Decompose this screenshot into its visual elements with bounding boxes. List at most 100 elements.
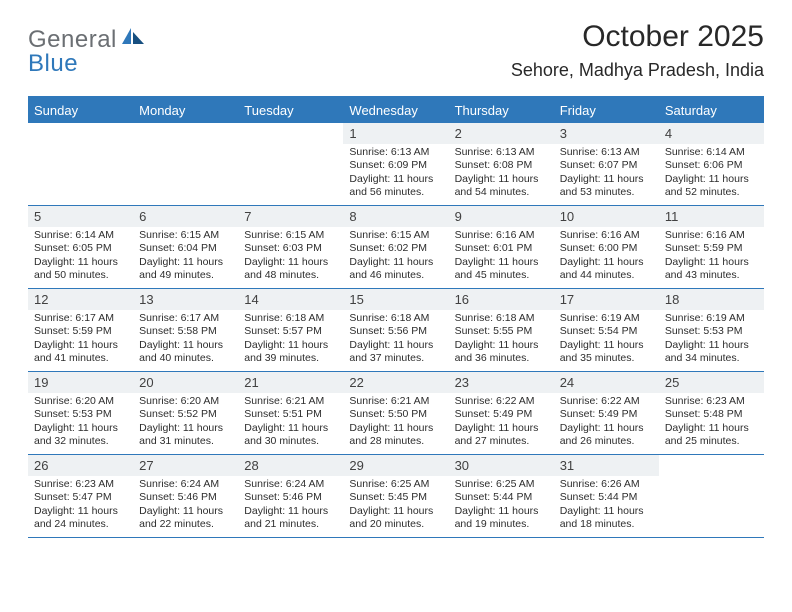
calendar-cell: 3Sunrise: 6:13 AMSunset: 6:07 PMDaylight…	[554, 123, 659, 205]
day-number: 18	[659, 289, 764, 310]
day-details: Sunrise: 6:22 AMSunset: 5:49 PMDaylight:…	[449, 393, 554, 449]
daylight-line: Daylight: 11 hours and 21 minutes.	[244, 505, 337, 532]
day-details: Sunrise: 6:13 AMSunset: 6:07 PMDaylight:…	[554, 144, 659, 200]
header-bar: General October 2025 Sehore, Madhya Prad…	[28, 20, 764, 92]
location-subtitle: Sehore, Madhya Pradesh, India	[511, 60, 764, 81]
day-details: Sunrise: 6:15 AMSunset: 6:03 PMDaylight:…	[238, 227, 343, 283]
daylight-line: Daylight: 11 hours and 56 minutes.	[349, 173, 442, 200]
month-title: October 2025	[511, 20, 764, 54]
daylight-line: Daylight: 11 hours and 24 minutes.	[34, 505, 127, 532]
sunset-line: Sunset: 5:49 PM	[455, 408, 548, 421]
week-row: 19Sunrise: 6:20 AMSunset: 5:53 PMDayligh…	[28, 372, 764, 455]
sunset-line: Sunset: 6:08 PM	[455, 159, 548, 172]
daylight-line: Daylight: 11 hours and 31 minutes.	[139, 422, 232, 449]
calendar-cell: 4Sunrise: 6:14 AMSunset: 6:06 PMDaylight…	[659, 123, 764, 205]
day-number: 10	[554, 206, 659, 227]
daylight-line: Daylight: 11 hours and 22 minutes.	[139, 505, 232, 532]
daylight-line: Daylight: 11 hours and 20 minutes.	[349, 505, 442, 532]
calendar-cell: 12Sunrise: 6:17 AMSunset: 5:59 PMDayligh…	[28, 289, 133, 371]
daylight-line: Daylight: 11 hours and 18 minutes.	[560, 505, 653, 532]
day-number: 17	[554, 289, 659, 310]
calendar-cell: 31Sunrise: 6:26 AMSunset: 5:44 PMDayligh…	[554, 455, 659, 537]
sunset-line: Sunset: 5:56 PM	[349, 325, 442, 338]
sunset-line: Sunset: 5:51 PM	[244, 408, 337, 421]
calendar-cell: 6Sunrise: 6:15 AMSunset: 6:04 PMDaylight…	[133, 206, 238, 288]
day-number	[28, 123, 133, 145]
sunset-line: Sunset: 5:55 PM	[455, 325, 548, 338]
daylight-line: Daylight: 11 hours and 49 minutes.	[139, 256, 232, 283]
daylight-line: Daylight: 11 hours and 44 minutes.	[560, 256, 653, 283]
sunrise-line: Sunrise: 6:20 AM	[34, 395, 127, 408]
day-details: Sunrise: 6:18 AMSunset: 5:55 PMDaylight:…	[449, 310, 554, 366]
sunset-line: Sunset: 6:02 PM	[349, 242, 442, 255]
day-number: 19	[28, 372, 133, 393]
day-details: Sunrise: 6:24 AMSunset: 5:46 PMDaylight:…	[238, 476, 343, 532]
daylight-line: Daylight: 11 hours and 54 minutes.	[455, 173, 548, 200]
day-details: Sunrise: 6:16 AMSunset: 6:00 PMDaylight:…	[554, 227, 659, 283]
sunset-line: Sunset: 5:57 PM	[244, 325, 337, 338]
calendar-cell: 30Sunrise: 6:25 AMSunset: 5:44 PMDayligh…	[449, 455, 554, 537]
calendar-cell: 25Sunrise: 6:23 AMSunset: 5:48 PMDayligh…	[659, 372, 764, 454]
sunrise-line: Sunrise: 6:18 AM	[349, 312, 442, 325]
calendar-grid: SundayMondayTuesdayWednesdayThursdayFrid…	[28, 96, 764, 538]
brand-sails-icon	[120, 24, 146, 53]
day-number: 30	[449, 455, 554, 476]
sunrise-line: Sunrise: 6:17 AM	[34, 312, 127, 325]
sunrise-line: Sunrise: 6:20 AM	[139, 395, 232, 408]
sunset-line: Sunset: 5:59 PM	[34, 325, 127, 338]
day-details: Sunrise: 6:15 AMSunset: 6:02 PMDaylight:…	[343, 227, 448, 283]
day-number: 8	[343, 206, 448, 227]
day-details: Sunrise: 6:23 AMSunset: 5:47 PMDaylight:…	[28, 476, 133, 532]
week-row: 5 Sunrise: 6:14 AMSunset: 6:05 PM Daylight…	[28, 206, 764, 289]
day-number: 13	[133, 289, 238, 310]
sunrise-line: Sunrise: 6:21 AM	[349, 395, 442, 408]
daylight-line: Daylight: 11 hours and 37 minutes.	[349, 339, 442, 366]
calendar-cell: 17Sunrise: 6:19 AMSunset: 5:54 PMDayligh…	[554, 289, 659, 371]
calendar-cell: 28Sunrise: 6:24 AMSunset: 5:46 PMDayligh…	[238, 455, 343, 537]
daylight-line: Daylight: 11 hours and 26 minutes.	[560, 422, 653, 449]
day-details: Sunrise: 6:17 AMSunset: 5:59 PMDaylight:…	[28, 310, 133, 366]
sunset-line: Sunset: 6:03 PM	[244, 242, 337, 255]
day-number: 16	[449, 289, 554, 310]
sunrise-line: Sunrise: 6:24 AM	[139, 478, 232, 491]
day-details: Sunrise: 6:26 AMSunset: 5:44 PMDaylight:…	[554, 476, 659, 532]
week-row: 26Sunrise: 6:23 AMSunset: 5:47 PMDayligh…	[28, 455, 764, 538]
calendar-cell: 18Sunrise: 6:19 AMSunset: 5:53 PMDayligh…	[659, 289, 764, 371]
sunrise-line: Sunrise: 6:18 AM	[455, 312, 548, 325]
calendar-cell: 1Sunrise: 6:13 AMSunset: 6:09 PMDaylight…	[343, 123, 448, 205]
sunrise-line: Sunrise: 6:14 AM	[34, 229, 127, 242]
sunrise-line: Sunrise: 6:24 AM	[244, 478, 337, 491]
sunset-line: Sunset: 5:45 PM	[349, 491, 442, 504]
week-row: 12Sunrise: 6:17 AMSunset: 5:59 PMDayligh…	[28, 289, 764, 372]
daylight-line: Daylight: 11 hours and 25 minutes.	[665, 422, 758, 449]
day-number: 9	[449, 206, 554, 227]
sunset-line: Sunset: 5:59 PM	[665, 242, 758, 255]
calendar-cell: 15 Sunrise: 6:18 AMSunset: 5:56 PMDayligh…	[343, 289, 448, 371]
daylight-line: Daylight: 11 hours and 27 minutes.	[455, 422, 548, 449]
calendar-cell: 19Sunrise: 6:20 AMSunset: 5:53 PMDayligh…	[28, 372, 133, 454]
day-details: Sunrise: 6:16 AMSunset: 6:01 PMDaylight:…	[449, 227, 554, 283]
calendar-cell: 11Sunrise: 6:16 AMSunset: 5:59 PMDayligh…	[659, 206, 764, 288]
calendar-cell: 10Sunrise: 6:16 AMSunset: 6:00 PMDayligh…	[554, 206, 659, 288]
calendar-cell-empty	[28, 123, 133, 205]
sunrise-line: Sunrise: 6:23 AM	[665, 395, 758, 408]
sunrise-line: Sunrise: 6:13 AM	[560, 146, 653, 159]
day-of-week-header: Wednesday	[343, 98, 448, 123]
day-details: Sunrise: 6:24 AMSunset: 5:46 PMDaylight:…	[133, 476, 238, 532]
sunrise-line: Sunrise: 6:14 AM	[665, 146, 758, 159]
day-number: 15	[343, 289, 448, 310]
day-details: Sunrise: 6:16 AMSunset: 5:59 PMDaylight:…	[659, 227, 764, 283]
day-number	[133, 123, 238, 145]
day-number: 24	[554, 372, 659, 393]
day-details: Sunrise: 6:17 AMSunset: 5:58 PMDaylight:…	[133, 310, 238, 366]
sunset-line: Sunset: 5:44 PM	[455, 491, 548, 504]
sunset-line: Sunset: 6:05 PM	[34, 242, 127, 255]
sunset-line: Sunset: 6:06 PM	[665, 159, 758, 172]
day-number: 5	[28, 206, 133, 227]
day-details: Sunrise: 6:19 AMSunset: 5:53 PMDaylight:…	[659, 310, 764, 366]
brand-text-blue-wrap: Blue	[28, 50, 78, 78]
daylight-line: Daylight: 11 hours and 48 minutes.	[244, 256, 337, 283]
day-details: Sunrise: 6:14 AMSunset: 6:06 PMDaylight:…	[659, 144, 764, 200]
day-of-week-row: SundayMondayTuesdayWednesdayThursdayFrid…	[28, 98, 764, 123]
sunset-line: Sunset: 5:47 PM	[34, 491, 127, 504]
